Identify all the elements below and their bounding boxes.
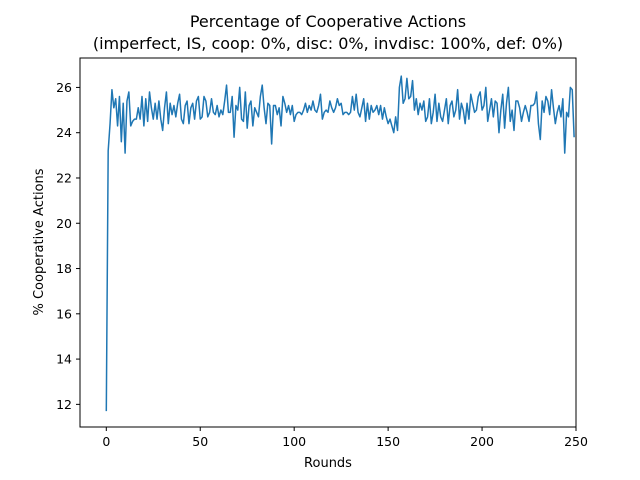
x-tick-label: 200 [470, 434, 494, 449]
y-tick-label: 16 [56, 306, 72, 321]
x-tick-label: 0 [102, 434, 110, 449]
plot-frame [79, 57, 577, 428]
y-tick-label: 20 [56, 216, 72, 231]
x-axis-ticks: 0 50 100 150 200 250 [102, 427, 588, 449]
x-tick-label: 50 [192, 434, 208, 449]
x-axis-label: Rounds [304, 456, 352, 471]
x-tick-label: 250 [564, 434, 588, 449]
y-tick-label: 22 [56, 170, 72, 185]
x-tick-label: 100 [282, 434, 306, 449]
x-tick-label: 150 [376, 434, 400, 449]
y-tick-label: 24 [56, 125, 72, 140]
y-axis-ticks: 12 14 16 18 20 22 24 26 [56, 80, 80, 412]
y-tick-label: 14 [56, 352, 72, 367]
y-tick-label: 26 [56, 80, 72, 95]
chart-subtitle: (imperfect, IS, coop: 0%, disc: 0%, invd… [93, 34, 563, 53]
y-axis-label: % Cooperative Actions [32, 168, 47, 315]
chart-title: Percentage of Cooperative Actions [190, 12, 466, 31]
series-line [105, 75, 575, 412]
y-tick-label: 12 [56, 397, 72, 412]
y-tick-label: 18 [56, 261, 72, 276]
plot-area [79, 57, 577, 428]
